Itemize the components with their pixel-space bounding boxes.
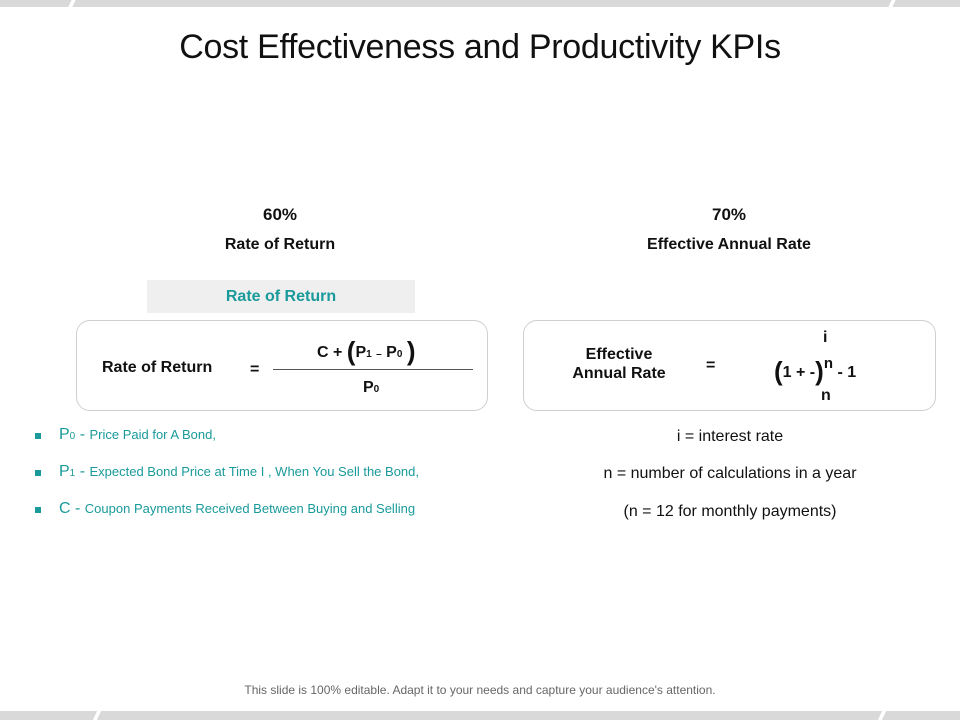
open-paren: ( bbox=[774, 356, 783, 386]
band-notch bbox=[67, 0, 77, 9]
band-notch bbox=[887, 0, 897, 9]
slide-title: Cost Effectiveness and Productivity KPIs bbox=[179, 28, 781, 66]
open-paren: ( bbox=[346, 336, 356, 366]
bullet-list: P0 - Price Paid for A Bond, P1 - Expecte… bbox=[33, 426, 493, 537]
exponent-n: n bbox=[823, 354, 833, 372]
bullet-square-icon bbox=[35, 507, 41, 513]
kpi-value: 70% bbox=[711, 205, 747, 224]
formula-main: (1 + -)n - 1 bbox=[774, 353, 857, 386]
denominator-p: P bbox=[363, 379, 374, 396]
close-paren: ) bbox=[406, 336, 416, 366]
kpi-value: 60% bbox=[262, 205, 298, 224]
formula-lhs: Effective Annual Rate bbox=[564, 345, 674, 383]
kpi-rate-of-return: 60% Rate of Return bbox=[180, 205, 380, 254]
bottom-decor-band bbox=[0, 709, 960, 720]
formula-inner: 1 + - bbox=[782, 364, 816, 381]
lhs-line: Annual Rate bbox=[572, 365, 666, 382]
equals-sign: = bbox=[706, 357, 716, 374]
bullet-desc: Coupon Payments Received Between Buying … bbox=[84, 501, 416, 516]
bullet-desc: Expected Bond Price at Time I , When You… bbox=[89, 464, 420, 479]
rate-of-return-formula-box: Rate of Return = C + (P1 – P0 ) P0 bbox=[76, 320, 488, 411]
formula-numerator: C + (P1 – P0 ) bbox=[317, 333, 416, 366]
rate-of-return-banner: Rate of Return bbox=[147, 280, 415, 313]
minus-sign: – bbox=[376, 349, 382, 360]
note-monthly: (n = 12 for monthly payments) bbox=[623, 503, 837, 520]
p0-subscript: 0 bbox=[396, 349, 403, 360]
formula-bottom-n: n bbox=[821, 387, 831, 404]
effective-annual-rate-formula-box: Effective Annual Rate = i (1 + -)n - 1 n bbox=[523, 320, 936, 411]
top-decor-band bbox=[0, 0, 960, 9]
p0-symbol: P bbox=[386, 344, 397, 361]
denominator-subscript: 0 bbox=[373, 384, 380, 395]
formula-lhs: Rate of Return bbox=[102, 359, 213, 376]
note-calculations: n = number of calculations in a year bbox=[603, 465, 857, 482]
bullet-key: P1 - bbox=[59, 463, 86, 480]
numerator-prefix: C + bbox=[317, 344, 343, 361]
note-interest-rate: i = interest rate bbox=[676, 428, 784, 445]
formula-top-i: i bbox=[823, 329, 828, 346]
list-item: P1 - Expected Bond Price at Time I , Whe… bbox=[33, 463, 493, 500]
kpi-effective-annual-rate: 70% Effective Annual Rate bbox=[609, 205, 849, 254]
formula-tail: - 1 bbox=[837, 364, 857, 381]
kpi-label: Rate of Return bbox=[224, 236, 336, 253]
bullet-key: C - bbox=[59, 500, 81, 517]
bullet-desc: Price Paid for A Bond, bbox=[89, 427, 216, 442]
bullet-square-icon bbox=[35, 433, 41, 439]
fraction-line bbox=[273, 369, 473, 370]
p1-subscript: 1 bbox=[366, 349, 372, 360]
kpi-label: Effective Annual Rate bbox=[647, 236, 811, 253]
band-notch bbox=[876, 709, 888, 720]
lhs-line: Effective bbox=[585, 346, 653, 363]
list-item: C - Coupon Payments Received Between Buy… bbox=[33, 500, 493, 537]
close-paren: ) bbox=[815, 356, 824, 386]
equals-sign: = bbox=[250, 361, 260, 378]
bullet-square-icon bbox=[35, 470, 41, 476]
formula-denominator: P0 bbox=[363, 379, 379, 397]
footer-note: This slide is 100% editable. Adapt it to… bbox=[244, 683, 716, 697]
bullet-key: P0 - bbox=[59, 426, 86, 443]
list-item: P0 - Price Paid for A Bond, bbox=[33, 426, 493, 463]
p1-symbol: P bbox=[355, 344, 367, 361]
band-notch bbox=[91, 709, 103, 720]
